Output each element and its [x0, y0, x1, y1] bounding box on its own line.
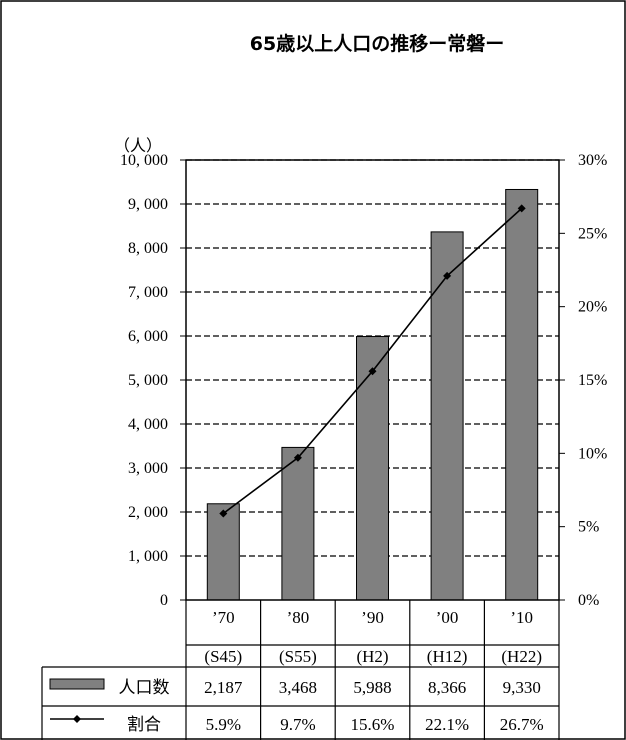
y-right-tick-label: 0%: [578, 592, 599, 609]
y-right-tick-label: 15%: [578, 372, 607, 389]
x-tick-label: ’70: [212, 608, 235, 627]
line-point-marker: [219, 509, 228, 518]
y-right-tick-label: 20%: [578, 299, 607, 316]
x-tick-sublabel: (S45): [204, 647, 242, 666]
table-cell-ratio: 5.9%: [206, 715, 241, 734]
x-tick-label: ’90: [361, 608, 384, 627]
line-point-marker: [293, 453, 302, 462]
x-tick-sublabel: (H2): [356, 647, 388, 666]
y-left-tick-label: 5, 000: [128, 372, 168, 389]
table-cell-population: 5,988: [353, 678, 391, 697]
x-tick-label: ’80: [287, 608, 310, 627]
y-left-tick-label: 10, 000: [120, 152, 168, 169]
y-left-tick-label: 9, 000: [128, 196, 168, 213]
bars: [206, 188, 539, 601]
y-left-tick-label: 6, 000: [128, 328, 168, 345]
x-tick-sublabel: (H12): [427, 647, 468, 666]
y-left-tick-label: 1, 000: [128, 548, 168, 565]
y-left-tick-label: 0: [160, 592, 168, 609]
legend-marker-ratio: [73, 715, 81, 723]
bar: [206, 503, 240, 601]
y-right-tick-label: 30%: [578, 152, 607, 169]
x-tick-label: ’10: [510, 608, 533, 627]
x-tick-sublabel: (S55): [279, 647, 317, 666]
table-cell-population: 2,187: [204, 678, 243, 697]
table-cell-ratio: 22.1%: [425, 715, 469, 734]
legend-label-ratio: 割合: [127, 715, 161, 734]
bar: [281, 446, 315, 601]
line-point-marker: [517, 204, 526, 213]
y-unit-label: （人）: [114, 137, 162, 155]
table-cell-ratio: 15.6%: [351, 715, 395, 734]
table-cell-population: 3,468: [279, 678, 317, 697]
y-left-tick-label: 8, 000: [128, 240, 168, 257]
bar: [430, 231, 464, 601]
y-left-tick-label: 2, 000: [128, 504, 168, 521]
y-right-tick-label: 10%: [578, 445, 607, 462]
legend-swatch-population: [49, 678, 105, 690]
x-tick-label: ’00: [436, 608, 459, 627]
y-left-tick-label: 7, 000: [128, 284, 168, 301]
x-tick-sublabel: (H22): [501, 647, 542, 666]
axes: 0 1, 000 2, 000 3, 000 4, 000 5, 000 6, 000 7, …: [120, 152, 607, 609]
table-cell-ratio: 9.7%: [280, 715, 315, 734]
table-cell-ratio: 26.7%: [500, 715, 544, 734]
bar: [505, 188, 539, 601]
plot-frame: [185, 159, 560, 601]
y-right-tick-label: 25%: [578, 225, 607, 242]
table-cell-population: 9,330: [503, 678, 541, 697]
y-right-tick-label: 5%: [578, 519, 599, 536]
data-table: ’70 (S45) 2,187 5.9% ’80 (S55) 3,468 9.7% ’90 (H2…: [41, 600, 560, 740]
y-left-tick-label: 3, 000: [128, 460, 168, 477]
bar: [356, 336, 389, 601]
table-cell-population: 8,366: [428, 678, 466, 697]
y-left-tick-label: 4, 000: [128, 416, 168, 433]
line-point-marker: [443, 271, 452, 280]
line-point-marker: [368, 367, 377, 376]
chart-title: 65歳以上人口の推移ー常磐ー: [250, 32, 504, 55]
percent-line: [219, 204, 526, 518]
legend-label-population: 人口数: [119, 678, 170, 697]
